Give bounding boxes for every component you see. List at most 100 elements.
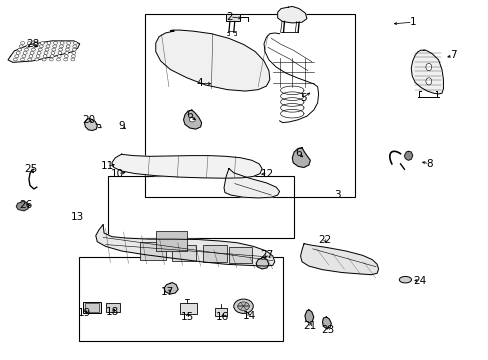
Circle shape	[51, 51, 55, 54]
Circle shape	[60, 45, 63, 48]
Text: 17: 17	[161, 287, 174, 297]
Circle shape	[73, 45, 77, 48]
Polygon shape	[84, 118, 97, 131]
Polygon shape	[322, 317, 330, 328]
Bar	[82, 302, 101, 314]
Bar	[203, 244, 227, 262]
Text: 9: 9	[118, 121, 124, 131]
Circle shape	[39, 45, 43, 48]
Polygon shape	[404, 151, 412, 160]
Circle shape	[57, 58, 61, 61]
Text: 14: 14	[242, 311, 256, 321]
Bar	[225, 14, 239, 22]
Circle shape	[50, 55, 54, 58]
Text: 24: 24	[412, 276, 426, 286]
Circle shape	[13, 58, 17, 61]
Polygon shape	[163, 283, 178, 294]
Circle shape	[71, 58, 75, 61]
Circle shape	[72, 51, 76, 54]
Text: 10: 10	[111, 168, 124, 179]
Polygon shape	[156, 30, 269, 91]
Circle shape	[37, 51, 41, 54]
Bar	[180, 303, 197, 315]
Ellipse shape	[425, 63, 431, 71]
Circle shape	[65, 48, 69, 51]
Text: 23: 23	[321, 325, 334, 335]
Bar	[84, 303, 99, 312]
Polygon shape	[183, 110, 201, 129]
Circle shape	[41, 41, 44, 44]
Text: 3: 3	[333, 190, 340, 200]
Polygon shape	[96, 225, 274, 266]
Circle shape	[189, 118, 195, 122]
Circle shape	[73, 41, 77, 44]
Circle shape	[27, 41, 31, 44]
Circle shape	[57, 55, 61, 58]
Circle shape	[30, 51, 34, 54]
Text: 20: 20	[81, 115, 95, 125]
Circle shape	[28, 58, 32, 61]
Circle shape	[29, 55, 33, 58]
Text: 12: 12	[261, 168, 274, 179]
Circle shape	[36, 55, 40, 58]
Bar	[105, 303, 120, 312]
Circle shape	[58, 51, 62, 54]
Text: 1: 1	[408, 17, 415, 27]
Text: 11: 11	[100, 161, 113, 171]
Circle shape	[44, 51, 48, 54]
Circle shape	[19, 45, 23, 48]
Bar	[228, 247, 252, 263]
Text: 13: 13	[71, 212, 84, 221]
Polygon shape	[410, 50, 443, 94]
Circle shape	[64, 55, 68, 58]
Circle shape	[71, 55, 75, 58]
Text: 2: 2	[226, 12, 233, 22]
Text: 26: 26	[20, 200, 33, 210]
Circle shape	[22, 55, 26, 58]
Ellipse shape	[425, 78, 431, 85]
Bar	[156, 231, 187, 251]
Circle shape	[53, 45, 57, 48]
Circle shape	[43, 55, 47, 58]
Polygon shape	[112, 154, 262, 178]
Circle shape	[54, 41, 58, 44]
Circle shape	[233, 299, 253, 314]
Text: 8: 8	[426, 159, 432, 169]
Circle shape	[52, 48, 56, 51]
Polygon shape	[305, 310, 313, 323]
Text: 4: 4	[196, 78, 203, 88]
Circle shape	[16, 51, 20, 54]
Polygon shape	[292, 148, 310, 167]
Text: 5: 5	[299, 93, 305, 103]
Circle shape	[59, 48, 62, 51]
Polygon shape	[256, 257, 268, 269]
Bar	[172, 244, 195, 261]
Bar	[215, 308, 227, 316]
Bar	[79, 257, 282, 341]
Circle shape	[67, 41, 71, 44]
Circle shape	[65, 51, 69, 54]
Text: 28: 28	[26, 40, 39, 49]
Polygon shape	[224, 168, 279, 198]
Text: 18: 18	[106, 307, 119, 317]
Polygon shape	[277, 6, 306, 23]
Ellipse shape	[399, 276, 411, 283]
Circle shape	[15, 55, 19, 58]
Text: 21: 21	[303, 321, 316, 331]
Circle shape	[47, 41, 51, 44]
Circle shape	[60, 41, 64, 44]
Circle shape	[72, 48, 76, 51]
Text: 6: 6	[294, 148, 301, 158]
Circle shape	[35, 58, 39, 61]
Circle shape	[45, 48, 49, 51]
Circle shape	[24, 48, 28, 51]
Circle shape	[38, 48, 42, 51]
Text: 22: 22	[318, 235, 331, 245]
Circle shape	[34, 41, 38, 44]
Circle shape	[20, 41, 24, 44]
Text: 27: 27	[259, 249, 272, 260]
Text: 25: 25	[24, 164, 38, 174]
Bar	[108, 176, 294, 238]
Bar	[144, 14, 354, 197]
Text: 15: 15	[180, 312, 193, 322]
